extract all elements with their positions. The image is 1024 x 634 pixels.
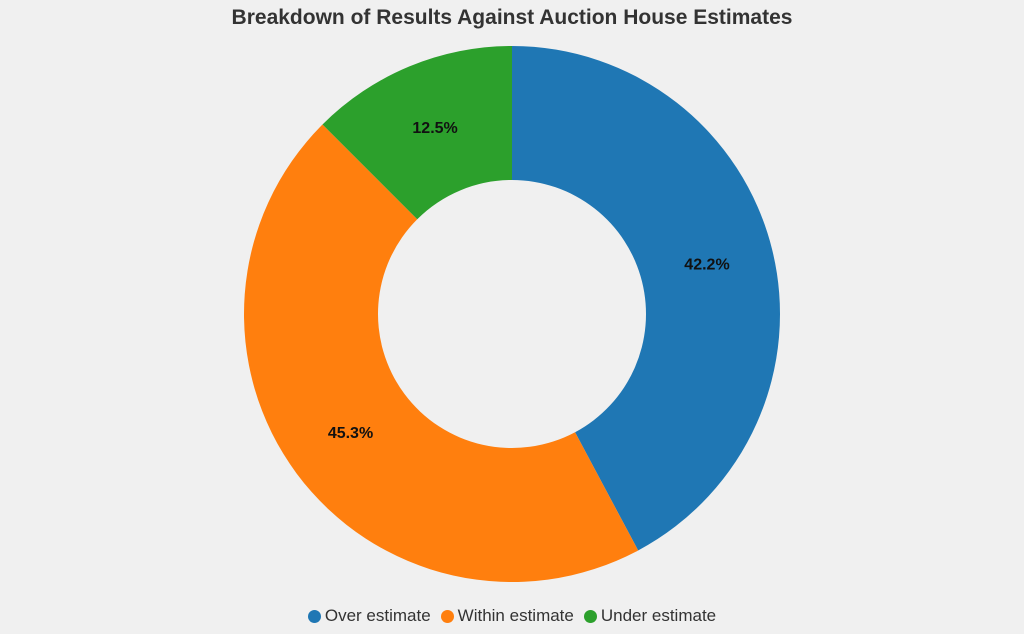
legend: Over estimate Within estimate Under esti… (0, 606, 1024, 626)
donut-slices (244, 46, 780, 582)
slice-labels: 42.2% 45.3% 12.5% (328, 120, 730, 442)
slice-within-estimate[interactable] (244, 124, 639, 582)
legend-item-under-estimate[interactable]: Under estimate (583, 606, 717, 626)
legend-swatch-within-estimate (440, 609, 454, 623)
legend-label-under-estimate: Under estimate (600, 606, 717, 625)
legend-label-within-estimate: Within estimate (457, 606, 574, 625)
legend-item-over-estimate[interactable]: Over estimate (307, 606, 431, 626)
slice-under-estimate[interactable] (322, 46, 512, 220)
slice-label-over-estimate: 42.2% (684, 257, 729, 274)
slice-label-under-estimate: 12.5% (412, 120, 457, 137)
legend-item-within-estimate[interactable]: Within estimate (440, 606, 574, 626)
legend-swatch-under-estimate (583, 609, 597, 623)
legend-swatch-over-estimate (307, 609, 321, 623)
slice-label-within-estimate: 45.3% (328, 425, 373, 442)
slice-over-estimate[interactable] (512, 46, 780, 551)
chart-title: Breakdown of Results Against Auction Hou… (231, 6, 793, 29)
legend-label-over-estimate: Over estimate (324, 606, 431, 625)
